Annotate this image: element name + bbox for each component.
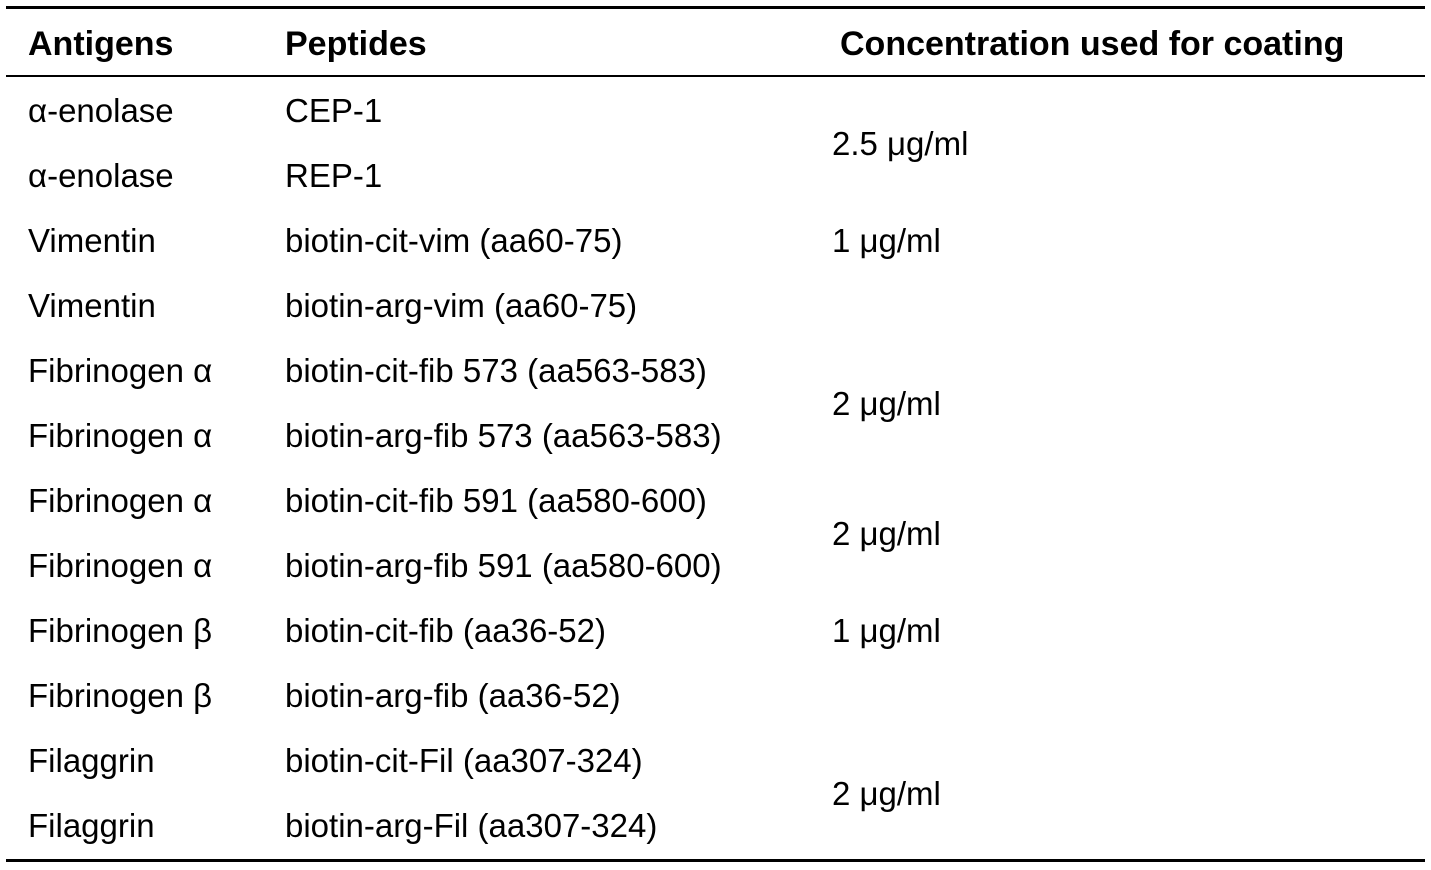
peptide-cell: CEP-1 xyxy=(285,92,383,129)
concentration-cell: 2 μg/ml xyxy=(832,385,941,422)
table-top-rule xyxy=(6,6,1425,9)
peptide-cell: biotin-cit-Fil (aa307-324) xyxy=(285,742,643,779)
antigen-cell: Vimentin xyxy=(28,222,156,259)
concentration-cell: 1 μg/ml xyxy=(832,222,941,259)
antigen-cell: Filaggrin xyxy=(28,807,155,844)
antigen-cell: Vimentin xyxy=(28,287,156,324)
antigen-cell: α-enolase xyxy=(28,92,174,129)
peptide-cell: biotin-cit-vim (aa60-75) xyxy=(285,222,623,259)
peptide-cell: biotin-cit-fib (aa36-52) xyxy=(285,612,606,649)
peptide-cell: biotin-arg-Fil (aa307-324) xyxy=(285,807,658,844)
concentration-cell: 2 μg/ml xyxy=(832,775,941,812)
antigen-cell: Fibrinogen α xyxy=(28,352,213,389)
peptide-cell: REP-1 xyxy=(285,157,383,194)
peptide-cell: biotin-arg-fib (aa36-52) xyxy=(285,677,621,714)
antigen-cell: Fibrinogen α xyxy=(28,417,213,454)
peptide-cell: biotin-arg-fib 591 (aa580-600) xyxy=(285,547,722,584)
concentration-cell: 2 μg/ml xyxy=(832,515,941,552)
concentration-cell: 1 μg/ml xyxy=(832,612,941,649)
antigen-cell: Fibrinogen α xyxy=(28,482,213,519)
antigen-cell: Fibrinogen β xyxy=(28,677,213,714)
antigen-cell: Fibrinogen α xyxy=(28,547,213,584)
header-concentration: Concentration used for coating xyxy=(840,25,1345,63)
peptide-cell: biotin-arg-vim (aa60-75) xyxy=(285,287,638,324)
header-peptides: Peptides xyxy=(285,25,427,63)
peptide-cell: biotin-cit-fib 573 (aa563-583) xyxy=(285,352,707,389)
peptide-cell: biotin-cit-fib 591 (aa580-600) xyxy=(285,482,707,519)
antigen-cell: α-enolase xyxy=(28,157,174,194)
header-antigens: Antigens xyxy=(28,25,174,63)
table-bottom-rule xyxy=(6,859,1425,862)
antigen-cell: Filaggrin xyxy=(28,742,155,779)
peptide-cell: biotin-arg-fib 573 (aa563-583) xyxy=(285,417,722,454)
antigen-cell: Fibrinogen β xyxy=(28,612,213,649)
concentration-cell: 2.5 μg/ml xyxy=(832,125,969,162)
table-header-rule xyxy=(6,75,1425,77)
